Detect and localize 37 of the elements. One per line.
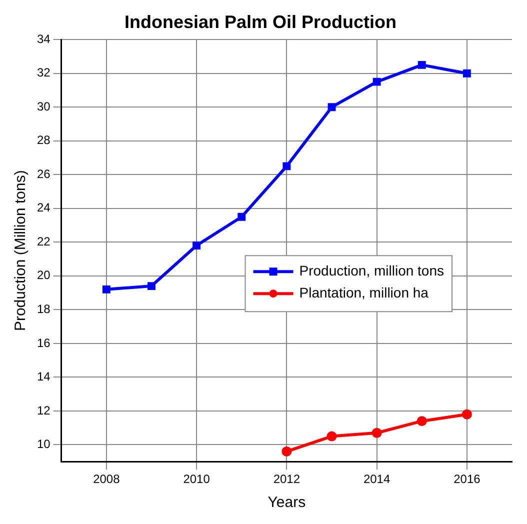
x-tick-label: 2008 bbox=[93, 472, 120, 486]
legend-label: Production, million tons bbox=[299, 262, 444, 278]
point bbox=[326, 431, 337, 442]
y-tick-label: 16 bbox=[36, 336, 51, 350]
y-tick-label: 26 bbox=[36, 166, 51, 181]
y-tick-label: 28 bbox=[36, 133, 51, 148]
y-tick-label: 12 bbox=[36, 403, 51, 418]
y-tick-label: 34 bbox=[36, 32, 51, 46]
y-tick-label: 22 bbox=[36, 234, 51, 248]
x-tick-label: 2014 bbox=[363, 472, 390, 486]
y-tick-label: 24 bbox=[36, 200, 51, 215]
point bbox=[238, 212, 246, 221]
y-tick-label: 30 bbox=[36, 99, 51, 114]
y-tick-label: 20 bbox=[36, 268, 51, 282]
point bbox=[282, 446, 292, 456]
point bbox=[282, 162, 291, 170]
point bbox=[416, 416, 427, 426]
point bbox=[462, 409, 472, 420]
y-tick-label: 10 bbox=[36, 437, 51, 452]
point bbox=[372, 428, 382, 438]
y-tick-label: 18 bbox=[36, 302, 51, 316]
point bbox=[418, 60, 426, 69]
y-tick-label: 32 bbox=[36, 66, 51, 80]
x-tick-label: 2010 bbox=[183, 472, 210, 486]
x-tick-label: 2012 bbox=[273, 472, 300, 486]
x-tick-label: 2016 bbox=[454, 472, 481, 486]
point bbox=[372, 78, 381, 86]
point bbox=[192, 242, 201, 250]
y-axis-title: Production (Million tons) bbox=[12, 170, 30, 332]
point bbox=[102, 285, 110, 294]
point bbox=[148, 282, 156, 290]
y-tick-label: 14 bbox=[36, 370, 51, 384]
x-axis-title: Years bbox=[268, 494, 306, 512]
point bbox=[328, 103, 336, 112]
point bbox=[462, 69, 471, 78]
chart-title: Indonesian Palm Oil Production bbox=[124, 12, 397, 32]
legend-label: Plantation, million ha bbox=[299, 284, 429, 300]
